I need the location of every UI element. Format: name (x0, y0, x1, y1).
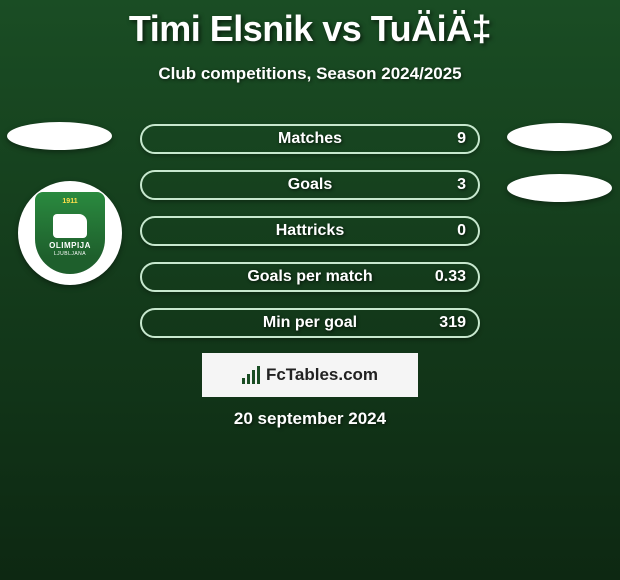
stat-value: 0 (457, 222, 466, 240)
stat-row-matches: Matches 9 (140, 124, 480, 154)
logo-text: FcTables.com (266, 365, 378, 385)
source-logo[interactable]: FcTables.com (202, 353, 418, 397)
stat-row-hattricks: Hattricks 0 (140, 216, 480, 246)
stat-label: Matches (142, 130, 478, 148)
stat-value: 0.33 (435, 268, 466, 286)
stat-value: 9 (457, 130, 466, 148)
subtitle: Club competitions, Season 2024/2025 (0, 64, 620, 84)
stat-label: Goals (142, 176, 478, 194)
stats-container: Matches 9 Goals 3 Hattricks 0 Goals per … (140, 124, 480, 354)
stat-label: Hattricks (142, 222, 478, 240)
badge-name: OLIMPIJA (49, 241, 91, 250)
stat-label: Goals per match (142, 268, 478, 286)
player-right-pill-1 (507, 123, 612, 151)
page-title: Timi Elsnik vs TuÄiÄ‡ (0, 0, 620, 50)
badge-year: 1911 (62, 198, 77, 205)
badge-city: LJUBLJANA (54, 251, 86, 257)
stat-value: 319 (439, 314, 466, 332)
stat-label: Min per goal (142, 314, 478, 332)
stat-value: 3 (457, 176, 466, 194)
date-text: 20 september 2024 (0, 409, 620, 429)
shield-icon: 1911 OLIMPIJA LJUBLJANA (35, 192, 105, 274)
club-badge: 1911 OLIMPIJA LJUBLJANA (18, 181, 122, 285)
chart-icon (242, 366, 260, 384)
stat-row-goals-per-match: Goals per match 0.33 (140, 262, 480, 292)
player-right-pill-2 (507, 174, 612, 202)
stat-row-min-per-goal: Min per goal 319 (140, 308, 480, 338)
dragon-icon (53, 214, 87, 238)
stat-row-goals: Goals 3 (140, 170, 480, 200)
player-left-pill (7, 122, 112, 150)
